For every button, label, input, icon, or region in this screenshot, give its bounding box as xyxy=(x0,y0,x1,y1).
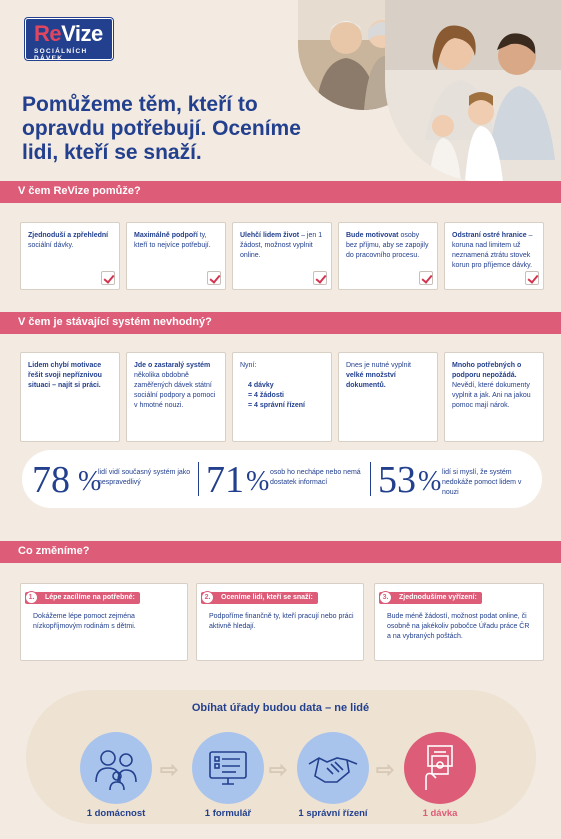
section-bar-changes: Co změníme? xyxy=(0,541,561,563)
section-bar-problems: V čem je stávající systém nevhodný? xyxy=(0,312,561,334)
stat-text-2: osob ho nechápe nebo nemá dostatek infor… xyxy=(270,469,361,486)
stat-number-2: 71 xyxy=(206,459,244,501)
help-card-1: Zjednoduší a zpřehlední sociální dávky. xyxy=(20,222,120,290)
handshake-icon xyxy=(297,732,369,804)
stat-number-3: 53 xyxy=(378,459,416,501)
stat-divider xyxy=(370,462,371,496)
problem-card-3: Nyní: 4 dávky = 4 žádosti = 4 správní ří… xyxy=(232,352,332,442)
check-icon xyxy=(101,271,115,285)
revize-logo: ReVize SOCIÁLNÍCH DÁVEK xyxy=(25,18,113,62)
change-card-3: 3. Zjednodušíme vyřízení: Bude méně žádos… xyxy=(374,583,544,661)
check-icon xyxy=(419,271,433,285)
process-label-form: 1 formulář xyxy=(204,808,252,819)
change-tag-2: 2. Oceníme lidi, kteří se snaží: xyxy=(201,591,318,604)
stat-percent-3: % xyxy=(418,466,442,497)
process-label-benefit: 1 dávka xyxy=(422,808,458,819)
problem-card-5: Mnoho potřebných o podporu nepožádá. Nev… xyxy=(444,352,544,442)
help-card-2: Maximálně podpoří ty, kteří to nejvíce p… xyxy=(126,222,226,290)
change-tag-1: 1. Lépe zacílíme na potřebné: xyxy=(25,591,140,604)
online-form-icon xyxy=(192,732,264,804)
problem-card-4: Dnes je nutné vyplnit velké množství dok… xyxy=(338,352,438,442)
family-photo xyxy=(385,0,561,182)
cash-withdrawal-icon xyxy=(404,732,476,804)
change-tag-3: 3. Zjednodušíme vyřízení: xyxy=(379,591,482,604)
hero-title: Pomůžeme těm, kteří to opravdu potřebují… xyxy=(22,93,301,164)
arrow-right-icon: ⇨ xyxy=(269,757,288,782)
process-label-proceedings: 1 správní řízení xyxy=(298,808,368,819)
change-card-2: 2. Oceníme lidi, kteří se snaží: Podpořím… xyxy=(196,583,364,661)
process-label-household: 1 domácnost xyxy=(86,808,146,819)
check-icon xyxy=(313,271,327,285)
change-card-1: 1. Lépe zacílíme na potřebné: Dokážeme lé… xyxy=(20,583,188,661)
stat-divider xyxy=(198,462,199,496)
arrow-right-icon: ⇨ xyxy=(376,757,395,782)
section-bar-help: V čem ReVize pomůže? xyxy=(0,181,561,203)
stat-percent-1: % xyxy=(78,466,102,497)
check-icon xyxy=(525,271,539,285)
help-card-5: Odstraní ostré hranice – koruna nad limi… xyxy=(444,222,544,290)
stat-percent-2: % xyxy=(246,466,270,497)
check-icon xyxy=(207,271,221,285)
problem-card-2: Jde o zastaralý systém několika obdobně … xyxy=(126,352,226,442)
arrow-right-icon: ⇨ xyxy=(160,757,179,782)
help-card-4: Bude motivovat osoby bez příjmu, aby se … xyxy=(338,222,438,290)
process-title: Obíhat úřady budou data – ne lidé xyxy=(191,702,370,714)
household-icon xyxy=(80,732,152,804)
stat-number-1: 78 xyxy=(32,459,70,501)
statistics-panel: 78 % lidí vidí současný systém jako nesp… xyxy=(22,450,542,508)
stat-text-3: lidí si myslí, že systém nedokáže pomoct… xyxy=(442,469,522,496)
problem-card-1: Lidem chybí motivace řešit svoji nepřízn… xyxy=(20,352,120,442)
help-card-3: Ulehčí lidem život – jen 1 žádost, možno… xyxy=(232,222,332,290)
stat-text-1: lidí vidí současný systém jako nespraved… xyxy=(98,469,191,486)
